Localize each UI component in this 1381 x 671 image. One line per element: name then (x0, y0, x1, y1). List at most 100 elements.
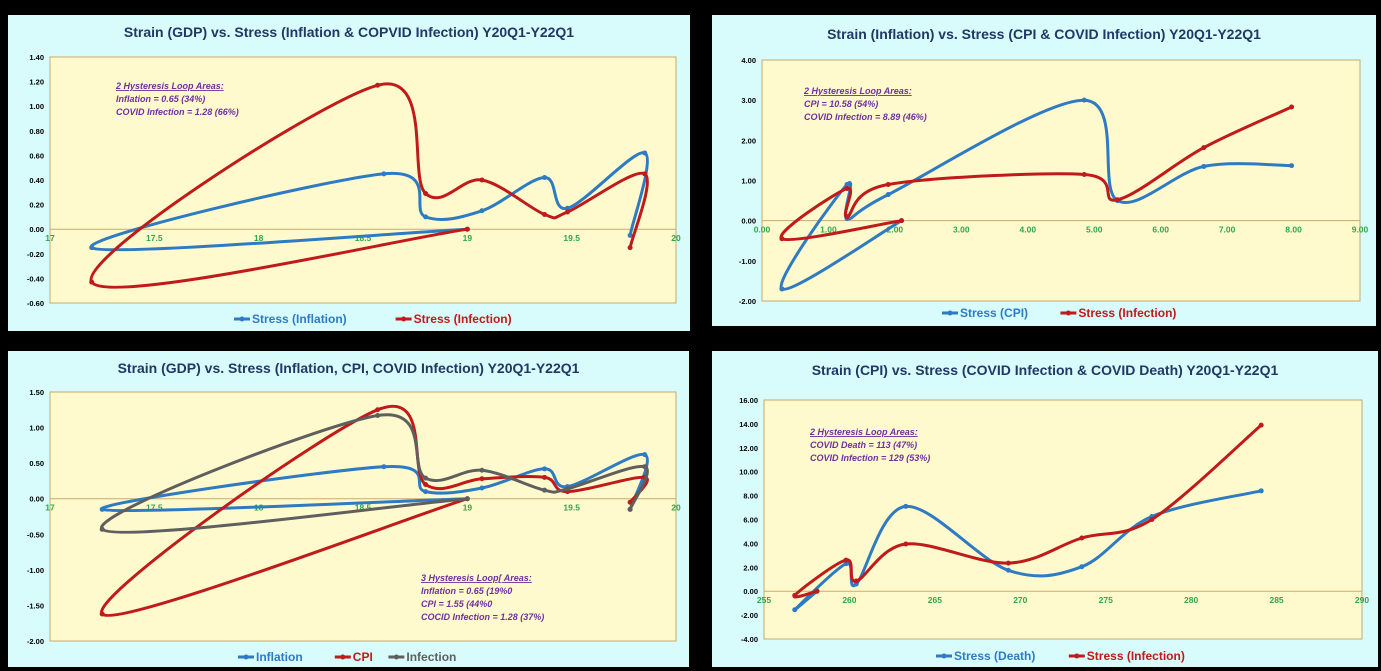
y-tick-label: -0.60 (27, 299, 44, 308)
data-point (885, 182, 891, 188)
y-tick-label: -1.00 (739, 257, 756, 266)
data-point (642, 150, 648, 156)
y-tick-label: -2.00 (27, 637, 44, 646)
data-point (89, 279, 95, 285)
x-tick-label: 1.00 (820, 225, 837, 235)
data-point (1079, 564, 1085, 570)
y-tick-label: 3.00 (741, 96, 756, 105)
y-tick-label: 1.20 (29, 78, 44, 87)
y-tick-label: -0.50 (27, 530, 44, 539)
data-point (627, 232, 633, 238)
y-tick-label: 1.00 (29, 424, 44, 433)
data-point (1149, 517, 1155, 522)
data-point (1081, 171, 1087, 177)
annotation-header: 2 Hysteresis Loop Areas: (809, 427, 918, 437)
data-point (779, 286, 785, 292)
y-tick-label: -4.00 (741, 635, 758, 644)
data-point (642, 452, 648, 458)
x-tick-label: 17.5 (146, 503, 163, 513)
x-tick-label: 18.5 (355, 503, 372, 513)
y-tick-label: 1.00 (29, 102, 44, 111)
x-tick-label: 285 (1269, 595, 1283, 605)
data-point (99, 506, 105, 512)
plot-area (49, 56, 677, 304)
x-tick-label: 2.00 (887, 225, 904, 235)
legend-label: Stress (Infection) (1087, 649, 1185, 663)
legend-label: Inflation (256, 650, 303, 664)
data-point (564, 209, 570, 215)
x-tick-label: 290 (1355, 595, 1369, 605)
data-point (381, 464, 387, 470)
y-tick-label: -0.20 (27, 250, 44, 259)
annotation-header: 2 Hysteresis Loop Areas: (803, 86, 912, 96)
data-point (542, 466, 548, 472)
x-tick-label: 20 (671, 503, 681, 513)
data-point (1201, 145, 1207, 151)
x-tick-label: 4.00 (1020, 225, 1037, 235)
y-tick-label: 0.20 (29, 201, 44, 210)
data-point (843, 561, 849, 567)
chart-gdp-inflation-infection: Strain (GDP) vs. Stress (Inflation & COP… (27, 24, 681, 326)
data-point (1079, 535, 1085, 541)
data-point (375, 412, 381, 418)
data-point (423, 481, 429, 487)
legend-marker (941, 653, 947, 659)
x-tick-label: 8.00 (1285, 225, 1302, 235)
x-tick-label: 19.5 (563, 233, 580, 243)
x-tick-label: 19.5 (563, 503, 580, 513)
data-point (1114, 197, 1120, 203)
legend-label: Stress (Infection) (414, 312, 512, 326)
data-point (89, 245, 95, 251)
x-tick-label: 18 (254, 233, 264, 243)
data-point (381, 171, 387, 177)
data-point (844, 214, 850, 220)
data-point (885, 192, 891, 198)
annotation-line: COVID Infection = 1.28 (66%) (116, 107, 239, 117)
data-point (564, 205, 570, 211)
legend-marker (947, 310, 953, 316)
data-point (627, 506, 633, 512)
y-tick-label: 0.00 (29, 225, 44, 234)
data-point (479, 208, 485, 214)
data-point (479, 485, 485, 491)
data-point (792, 592, 798, 598)
annotation-line: Inflation = 0.65 (19%0 (421, 586, 512, 596)
annotation-line: CPI = 10.58 (54%) (804, 99, 878, 109)
data-point (479, 177, 485, 183)
data-point (423, 214, 429, 220)
data-point (1201, 163, 1207, 169)
data-point (779, 236, 785, 242)
data-point (903, 541, 909, 547)
x-tick-label: 275 (1099, 595, 1113, 605)
annotation-line: COVID Death = 113 (47%) (810, 440, 917, 450)
data-point (542, 175, 548, 181)
x-tick-label: 5.00 (1086, 225, 1103, 235)
y-tick-label: 1.00 (741, 177, 756, 186)
data-point (464, 496, 470, 502)
data-point (99, 526, 105, 532)
legend-marker (243, 654, 249, 660)
data-point (1258, 422, 1264, 428)
chart-gdp-inflation-cpi-infection: Strain (GDP) vs. Stress (Inflation, CPI,… (27, 360, 681, 664)
data-point (899, 218, 905, 224)
annotation-header: 3 Hysteresis Loop[ Areas: (421, 573, 532, 583)
x-tick-label: 18.5 (355, 233, 372, 243)
y-tick-label: 2.00 (741, 136, 756, 145)
x-tick-label: 17.5 (146, 233, 163, 243)
series-line (779, 105, 1293, 242)
legend-marker (1065, 310, 1071, 316)
data-point (1081, 97, 1087, 103)
y-tick-label: 2.00 (743, 563, 758, 572)
y-tick-label: 8.00 (743, 492, 758, 501)
x-tick-label: 3.00 (953, 225, 970, 235)
x-tick-label: 19 (463, 503, 473, 513)
y-tick-label: 4.00 (741, 56, 756, 65)
y-tick-label: 0.50 (29, 459, 44, 468)
x-tick-label: 260 (842, 595, 856, 605)
data-point (423, 191, 429, 197)
chart-panel-gdp-inflation-infection: Strain (GDP) vs. Stress (Inflation & COP… (8, 15, 690, 331)
data-point (479, 476, 485, 482)
data-point (642, 464, 648, 470)
y-tick-label: 0.60 (29, 151, 44, 160)
annotation-line: COVID Infection = 129 (53%) (810, 453, 930, 463)
